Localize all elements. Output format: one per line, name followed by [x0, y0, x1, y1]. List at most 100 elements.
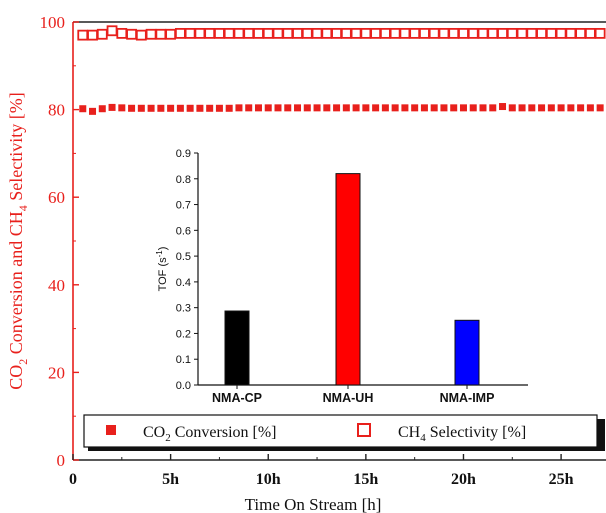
inset-y-tick-label: 0.2: [176, 328, 191, 340]
co2-conversion-point: [391, 104, 399, 112]
co2-conversion-point: [362, 104, 370, 112]
inset-bar: [224, 310, 250, 386]
ch4-selectivity-point: [116, 27, 128, 39]
co2-conversion-point: [342, 104, 350, 112]
legend-marker-co2: [106, 425, 116, 435]
co2-conversion-point: [89, 107, 97, 115]
ch4-selectivity-point: [575, 27, 587, 39]
co2-conversion-point: [264, 104, 272, 112]
inset-y-tick-label: 0.4: [176, 277, 191, 289]
ch4-selectivity-point: [126, 28, 137, 40]
ch4-selectivity-point: [184, 27, 196, 39]
main-y-tick-label: 60: [48, 188, 65, 207]
co2-conversion-point: [128, 104, 136, 112]
inset-y-tick-label: 0.6: [176, 225, 191, 237]
ch4-selectivity-point: [428, 27, 440, 39]
co2-conversion-point: [225, 104, 233, 112]
inset-x-tick-label: NMA-UH: [323, 391, 374, 405]
legend-label-co2: CO2 Conversion [%]: [143, 424, 277, 444]
ch4-selectivity-point: [106, 25, 118, 37]
co2-conversion-point: [567, 104, 575, 112]
co2-conversion-point: [137, 104, 145, 112]
main-x-tick-label: 0: [69, 471, 77, 488]
ch4-selectivity-point: [135, 29, 147, 41]
co2-conversion-point: [79, 105, 87, 113]
ch4-selectivity-point: [594, 27, 606, 39]
co2-conversion-point: [254, 104, 262, 112]
ch4-selectivity-point: [272, 27, 284, 39]
co2-conversion-point: [557, 104, 565, 112]
ch4-selectivity-point: [497, 27, 508, 39]
inset-x-labels: NMA-CP NMA-UH NMA-IMP: [212, 385, 494, 405]
main-y-ticks: 0 20 40 60 80 100: [40, 13, 79, 470]
inset-plot: 0.00.10.20.30.40.50.60.70.80.9 NMA-CP NMA…: [155, 148, 528, 405]
inset-y-ticks: 0.0 0.1 0.2 0.3 0.4 0.5 0.6 0.7 0.8 0.9: [176, 148, 198, 392]
ch4-selectivity-point: [389, 27, 401, 39]
ch4-selectivity-point: [145, 28, 157, 40]
ch4-selectivity-point: [96, 28, 108, 40]
ch4-selectivity-point: [214, 27, 225, 39]
co2-conversion-point: [547, 104, 555, 112]
co2-conversion-point: [479, 104, 487, 112]
legend-marker-ch4: [357, 423, 371, 437]
inset-y-tick-label: 0.8: [176, 174, 191, 186]
co2-conversion-point: [586, 104, 594, 112]
co2-conversion-point: [499, 103, 507, 111]
ch4-selectivity-point: [282, 27, 294, 39]
main-x-tick-label: 25h: [549, 471, 574, 488]
ch4-selectivity-point: [301, 27, 313, 39]
ch4-selectivity-point: [477, 27, 489, 39]
ch4-selectivity-point: [555, 27, 567, 39]
legend-label-ch4: CH4 Selectivity [%]: [398, 424, 526, 444]
main-x-ticks: 0 5h 10h 15h 20h 25h: [69, 454, 574, 488]
inset-y-tick-label: 0.3: [176, 303, 191, 315]
ch4-selectivity-point: [165, 28, 177, 40]
ch4-selectivity-point: [194, 27, 206, 39]
co2-conversion-point: [518, 104, 526, 112]
ch4-selectivity-point: [360, 27, 372, 39]
co2-conversion-point: [284, 104, 292, 112]
co2-conversion-point: [147, 104, 155, 112]
inset-y-label: TOF (s-1): [155, 247, 169, 292]
co2-conversion-point: [450, 104, 458, 112]
ch4-selectivity-point: [516, 27, 528, 39]
ch4-selectivity-point: [419, 27, 430, 39]
ch4-selectivity-point: [223, 27, 235, 39]
co2-conversion-point: [577, 104, 585, 112]
co2-conversion-point: [420, 104, 428, 112]
ch4-selectivity-point: [77, 29, 89, 41]
legend: CO2 Conversion [%] CH4 Selectivity [%]: [83, 414, 605, 451]
inset-y-tick-label: 0.9: [176, 148, 191, 160]
co2-conversion-point: [459, 104, 467, 112]
ch4-selectivity-point: [438, 27, 450, 39]
ch4-selectivity-point: [340, 27, 352, 39]
legend-box: [83, 414, 598, 448]
main-y-tick-label: 0: [57, 451, 66, 470]
co2-conversion-point: [469, 104, 477, 112]
co2-conversion-point: [313, 104, 321, 112]
co2-conversion-point: [303, 104, 311, 112]
ch4-selectivity-point: [526, 27, 538, 39]
ch4-selectivity-point: [399, 27, 411, 39]
main-y-tick-label: 80: [48, 101, 65, 120]
main-y-label: CO2 Conversion and CH4 Selectivity [%]: [6, 92, 30, 389]
ch4-selectivity-point: [174, 27, 186, 39]
inset-bar: [335, 173, 361, 386]
series-ch4-selectivity: [77, 25, 606, 41]
co2-conversion-point: [245, 104, 253, 112]
series-co2-conversion: [79, 103, 604, 115]
inset-x-tick-label: NMA-IMP: [440, 391, 495, 405]
main-plot: 0 20 40 60 80 100 0 5h 10h 15h 20h 25h Time On Str…: [6, 13, 606, 513]
ch4-selectivity-point: [409, 27, 421, 39]
ch4-selectivity-point: [243, 27, 255, 39]
ch4-selectivity-point: [253, 27, 264, 39]
co2-conversion-point: [176, 104, 184, 112]
main-x-tick-label: 15h: [353, 471, 378, 488]
inset-y-tick-label: 0.0: [176, 380, 191, 392]
ch4-selectivity-point: [370, 27, 382, 39]
co2-conversion-point: [528, 104, 536, 112]
ch4-selectivity-point: [545, 27, 557, 39]
co2-conversion-point: [352, 104, 360, 112]
co2-conversion-point: [294, 104, 302, 112]
